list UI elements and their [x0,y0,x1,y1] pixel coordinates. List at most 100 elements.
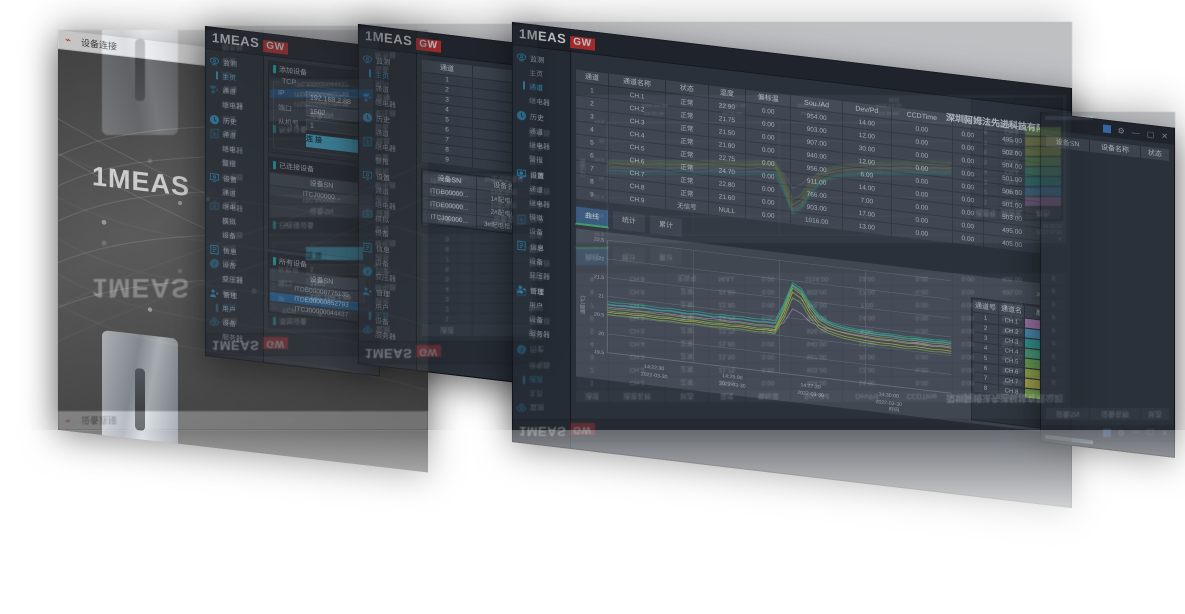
window-devicelist-wrapper: ⚙ — ▢ ✕ 设备SN 设备名称 状态 [1040,112,1175,458]
minimize-icon[interactable]: — [1131,127,1140,138]
window2-wrapper: 1MEAS GW 监测 主页 通道 继电器 历史 通道 继电器 警报 设置 通道 继电器 模拟 设备 信息设… [205,26,380,377]
tab-accumulate[interactable]: 累计 [649,214,683,238]
nav-group-2: 设置 通道 继电器 模拟 设备 [206,169,263,247]
nav-group-header-2[interactable]: 设置 [206,169,263,191]
x-tick-time: 14:25:00 [722,373,742,381]
clock-history-icon [209,113,220,125]
nav-group-3: 信息 设备 变压器 [359,239,416,289]
nav-group-1: 历史 通道 继电器 警报 [206,111,263,175]
user-manage-icon [516,283,527,295]
cell-8: 0.00 [952,230,984,248]
nav-group-header-3[interactable]: 信息 [359,239,416,261]
nav-group-header-0[interactable]: 监测 [359,51,416,73]
series-CH.4 [607,283,952,344]
series-CH.6 [607,287,952,349]
nav-group-header-0[interactable]: 监测 [206,53,263,75]
nav-group-header-3[interactable]: 信息 [206,241,263,263]
monitor-icon [516,51,527,63]
user-manage-icon [362,285,373,297]
nav-group-label: 管理 [530,287,544,297]
tab-curve[interactable]: 曲线 [575,205,609,229]
clock-history-icon [362,111,373,123]
chart-xlabel: 时间 [889,406,899,414]
nav-group-header-0[interactable]: 监测 [513,49,570,71]
sidebar-window2[interactable]: 监测 主页 通道 继电器 历史 通道 继电器 警报 设置 通道 继电器 模拟 设备 信息 设备 变压器 管理 用户… [206,49,264,362]
nav-group-label: 设置 [530,171,544,181]
nav-group-label: 历史 [530,113,544,123]
nav-group-label: 管理 [223,291,237,301]
nav-group-3: 信息 设备 变压器 [206,241,263,291]
nav-group-header-2[interactable]: 设置 [359,167,416,189]
info-document-icon [362,241,373,253]
window-main-wrapper: 1MEAS GW 监测 主页 通道 继电器 历史 通道 继电器 警报 设置 通道 继电器 模拟 设备 信息设… [512,22,1072,509]
x-tick-time: 14:22:30 [644,364,664,372]
y-tick: 19.5 [594,349,604,356]
nav-group-label: 信息 [530,243,544,253]
sidebar-window-main[interactable]: 监测 主页 通道 继电器 历史 通道 继电器 警报 设置 通道 继电器 模拟 设备 信息 设备 变压器 管理 用户… [513,45,571,448]
tcp-legend: TCP [279,77,299,88]
cell-channel-name: CH.8 [998,384,1025,398]
nav-group-header-4[interactable]: 管理 [206,285,263,307]
window3-wrapper: 1MEAS GW 监测 主页 通道 继电器 历史 通道 继电器 警报 设置 通道 继电器 模拟 设备 信息设… [358,24,538,386]
tcp-fieldset: TCP IP 192.168.2.88 端口 1502 从机号 [273,77,370,160]
nav-group-label: 信息 [223,247,237,257]
hero-device-render [102,330,178,457]
content-device-list: 设备SN 设备名称 状态 [1041,129,1174,457]
settings-gear-icon[interactable]: ⚙ [1117,125,1125,136]
nav-group-4: 管理 用户 设备 服务器 [359,283,416,347]
connect-button[interactable]: 连 接 [306,133,363,154]
window-device-list[interactable]: ⚙ — ▢ ✕ 设备SN 设备名称 状态 [1040,112,1175,458]
nav-group-label: 历史 [223,117,237,127]
clock-history-icon [516,109,527,121]
x-tick-date: 2022-03-30 [641,371,668,380]
nav-group-label: 历史 [376,115,390,125]
close-icon[interactable]: ✕ [1161,130,1168,141]
window-home[interactable]: 1MEAS GW 监测 主页 通道 继电器 历史 通道 继电器 警报 设置 通道 继电器 模拟 设备 信息设… [358,24,538,386]
nav-group-header-1[interactable]: 历史 [206,111,263,133]
nav-group-2: 设置 通道 继电器 模拟 设备 [513,165,570,243]
nav-group-label: 监测 [530,55,544,65]
nav-group-header-2[interactable]: 设置 [513,165,570,187]
nav-group-label: 信息 [376,245,390,255]
series-CH.5 [607,284,952,346]
brand-badge: GW [416,37,441,53]
nav-group-4: 管理 用户 设备 服务器 [206,285,263,349]
field-ip-label: IP [278,89,285,98]
nav-group-header-3[interactable]: 信息 [513,237,570,259]
nav-group-header-1[interactable]: 历史 [359,109,416,131]
window-monitor-main[interactable]: 1MEAS GW 监测 主页 通道 继电器 历史 通道 继电器 警报 设置 通道 继电器 模拟 设备 信息设… [512,22,1072,509]
temperature-chart[interactable]: 22.5 22 21.5 21 20.5 20 19.5 14:22:30 2022-03-3… [575,227,1067,436]
window-connect[interactable]: 1MEAS GW 监测 主页 通道 继电器 历史 通道 继电器 警报 设置 通道 继电器 模拟 设备 信息设… [205,26,380,377]
x-tick-time: 14:30:00 [879,392,899,400]
settings-screen-icon [209,171,220,183]
nav-group-3: 信息 设备 变压器 [513,237,570,287]
nav-group-header-1[interactable]: 历史 [513,107,570,129]
brand-badge: GW [263,39,288,55]
tab-statistics[interactable]: 统计 [612,209,646,233]
nav-group-label: 设置 [376,173,390,183]
nav-group-1: 历史 通道 继电器 警报 [359,109,416,173]
hero-titlebar-text: 设备连接 [81,37,118,52]
nav-group-1: 历史 通道 继电器 警报 [513,107,570,171]
nav-group-2: 设置 通道 继电器 模拟 设备 [359,167,416,245]
brand-badge: GW [570,35,595,51]
field-slave-label: 从机号 [278,118,299,128]
nav-group-4: 管理 用户 设备 服务器 [513,281,570,345]
nav-group-header-4[interactable]: 管理 [513,281,570,303]
user-manage-icon [209,287,220,299]
x-tick-date: 2022-03-30 [797,390,824,399]
sidebar-window3[interactable]: 监测 主页 通道 继电器 历史 通道 继电器 警报 设置 通道 继电器 模拟 设备 信息 设备 变压器 管理 用户… [359,47,417,370]
nav-group-header-4[interactable]: 管理 [359,283,416,305]
cell-channel-no: 8 [972,381,999,395]
chart-ylabel: 温度(℃) [579,295,586,315]
series-CH.3 [607,282,952,342]
y-tick: 20.5 [594,312,604,319]
y-tick: 21 [598,293,604,300]
monitor-icon [209,55,220,67]
y-tick: 22 [598,256,604,263]
maximize-icon[interactable]: ▢ [1146,129,1155,139]
y-tick: 22.5 [594,237,604,244]
monitor-icon [362,53,373,65]
